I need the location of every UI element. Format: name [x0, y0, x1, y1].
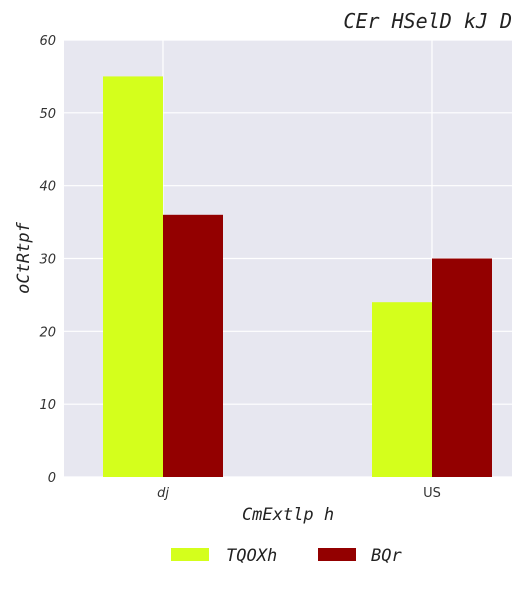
y-tick-label: 60 [39, 34, 56, 49]
bars [103, 76, 492, 478]
bar-BQr-dj [163, 214, 223, 478]
bar-BQr-US [432, 258, 492, 477]
legend-swatch-BQr [318, 548, 356, 561]
y-tick-label: 40 [39, 180, 56, 195]
y-tick-labels: 0 10 20 30 40 50 60 [39, 34, 56, 486]
x-tick-label: US [423, 486, 441, 501]
legend-swatch-TQOXh [171, 548, 209, 561]
bar-TQOXh-US [372, 302, 432, 477]
x-axis-label: CmExtlp h [242, 505, 334, 525]
y-tick-label: 50 [39, 107, 56, 122]
chart-title: CEr HSelD kJ D [343, 9, 512, 33]
x-tick-labels: dj US [157, 486, 441, 501]
y-axis-label: oCtRtpf [14, 221, 34, 293]
x-tick-label: dj [157, 486, 169, 501]
legend: TQOXh BQr [171, 546, 402, 566]
bar-TQOXh-dj [103, 76, 163, 478]
y-tick-label: 30 [39, 253, 56, 268]
y-tick-label: 20 [39, 325, 56, 340]
legend-label-TQOXh: TQOXh [226, 546, 277, 566]
y-tick-label: 0 [48, 471, 56, 486]
legend-label-BQr: BQr [371, 546, 402, 566]
y-tick-label: 10 [39, 398, 56, 413]
